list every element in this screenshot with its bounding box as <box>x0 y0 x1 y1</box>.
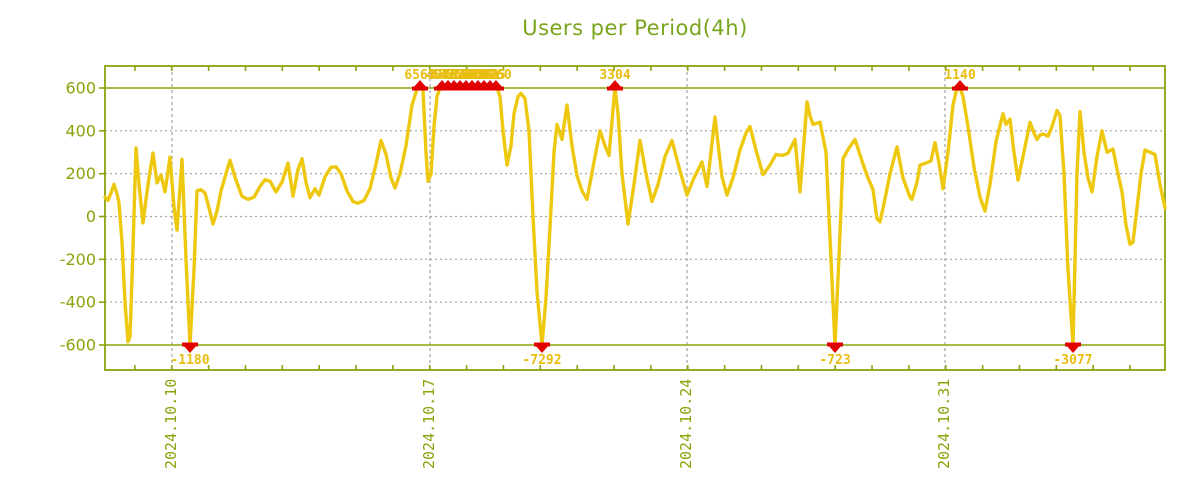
min-annotation-label: -7292 <box>522 353 561 368</box>
min-marker-bar <box>1065 342 1081 347</box>
chart-title: Users per Period(4h) <box>522 16 748 40</box>
min-annotation-label: -1180 <box>170 353 209 368</box>
min-marker-bar <box>827 342 843 347</box>
x-date-label: 2024.10.24 <box>677 379 695 469</box>
max-marker-bar <box>412 86 428 91</box>
series-line <box>103 86 1167 347</box>
y-tick-label: 600 <box>65 78 96 97</box>
x-date-label: 2024.10.17 <box>420 379 438 469</box>
max-annotation-label: 6563 <box>404 68 435 83</box>
max-annotation-label: 5230 <box>444 68 475 83</box>
min-marker-bar <box>534 342 550 347</box>
y-tick-label: -400 <box>60 293 96 312</box>
max-marker <box>489 79 503 88</box>
max-annotation-label: 4915 <box>474 68 505 83</box>
max-marker-bar <box>488 86 504 91</box>
min-annotation-label: -723 <box>819 353 850 368</box>
max-marker <box>608 79 622 88</box>
y-tick-label: 200 <box>65 164 96 183</box>
y-tick-label: -600 <box>60 336 96 355</box>
max-annotation-label: 1140 <box>944 68 975 83</box>
max-annotation-label: 4874 <box>462 68 493 83</box>
y-tick-label: -200 <box>60 250 96 269</box>
x-date-label: 2024.10.10 <box>162 379 180 469</box>
max-annotation-label: 5561 <box>438 68 469 83</box>
min-marker-bar <box>182 342 198 347</box>
min-marker <box>1066 345 1080 354</box>
max-annotation-label: 4089 <box>426 68 457 83</box>
min-annotation-label: -3077 <box>1053 353 1092 368</box>
min-marker <box>535 345 549 354</box>
y-tick-label: 0 <box>86 207 96 226</box>
x-date-label: 2024.10.31 <box>935 379 953 469</box>
max-annotation-label: 3304 <box>599 68 630 83</box>
min-marker <box>183 345 197 354</box>
max-annotation-label: 5472 <box>432 68 463 83</box>
max-annotation-label: 5415 <box>450 68 481 83</box>
max-marker <box>413 79 427 88</box>
max-marker-bar <box>952 86 968 91</box>
min-marker <box>828 345 842 354</box>
max-annotation-label: 5322 <box>456 68 487 83</box>
max-annotation-label: 4260 <box>480 68 511 83</box>
max-annotation-label: 4761 <box>468 68 499 83</box>
max-marker <box>953 79 967 88</box>
y-tick-label: 400 <box>65 121 96 140</box>
max-marker-bar <box>607 86 623 91</box>
plot-frame <box>104 65 1166 371</box>
